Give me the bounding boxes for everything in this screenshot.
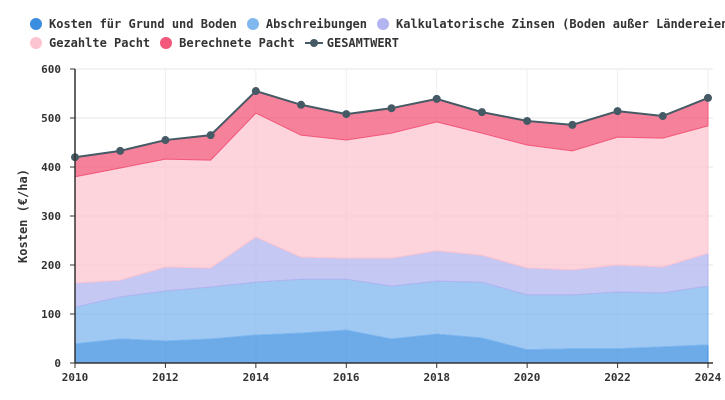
legend-item-abschreibungen[interactable]: Abschreibungen (246, 17, 367, 31)
y-tick-label: 300 (41, 210, 61, 223)
y-tick-label: 100 (41, 308, 61, 321)
total-point (477, 108, 486, 117)
x-tick-label: 2020 (514, 371, 541, 384)
legend-item-berechnete-pacht[interactable]: Berechnete Pacht (160, 36, 295, 50)
legend-item-grund-boden[interactable]: Kosten für Grund und Boden (30, 17, 237, 31)
total-point (387, 104, 396, 113)
y-tick-label: 0 (54, 357, 61, 370)
x-tick-label: 2024 (695, 371, 722, 384)
total-point (116, 146, 125, 155)
legend-line-marker-icon (304, 37, 323, 49)
legend-marker-icon (30, 36, 42, 49)
total-point (432, 94, 441, 103)
total-point (613, 107, 622, 116)
total-point (658, 112, 667, 121)
y-tick-label: 400 (41, 161, 61, 174)
legend-marker-icon (246, 17, 259, 30)
x-tick-label: 2018 (423, 371, 450, 384)
total-point (297, 100, 306, 109)
x-tick-label: 2016 (333, 371, 360, 384)
x-tick-label: 2012 (152, 371, 179, 384)
x-tick-label: 2010 (62, 371, 89, 384)
y-tick-label: 500 (41, 112, 61, 125)
total-point (523, 116, 532, 125)
legend-item-gezahlte-pacht[interactable]: Gezahlte Pacht (30, 36, 150, 50)
total-point (251, 87, 260, 96)
legend-marker-icon (160, 36, 173, 49)
total-point (568, 120, 577, 129)
total-point (206, 131, 215, 140)
legend-marker-icon (377, 17, 389, 30)
total-point (342, 110, 351, 119)
y-axis-label: Kosten (€/ha) (16, 169, 30, 263)
legend-marker-icon (30, 17, 42, 30)
legend-item-zinsen[interactable]: Kalkulatorische Zinsen (Boden außer Länd… (377, 17, 725, 31)
legend-item-gesamtwert[interactable]: GESAMTWERT (304, 36, 399, 50)
y-tick-label: 200 (41, 259, 61, 272)
x-tick-label: 2014 (243, 371, 270, 384)
total-point (704, 93, 712, 102)
x-tick-label: 2022 (604, 371, 631, 384)
y-tick-label: 600 (41, 63, 61, 76)
legend: Kosten für Grund und Boden Abschreibunge… (30, 14, 725, 52)
total-point (161, 136, 170, 145)
